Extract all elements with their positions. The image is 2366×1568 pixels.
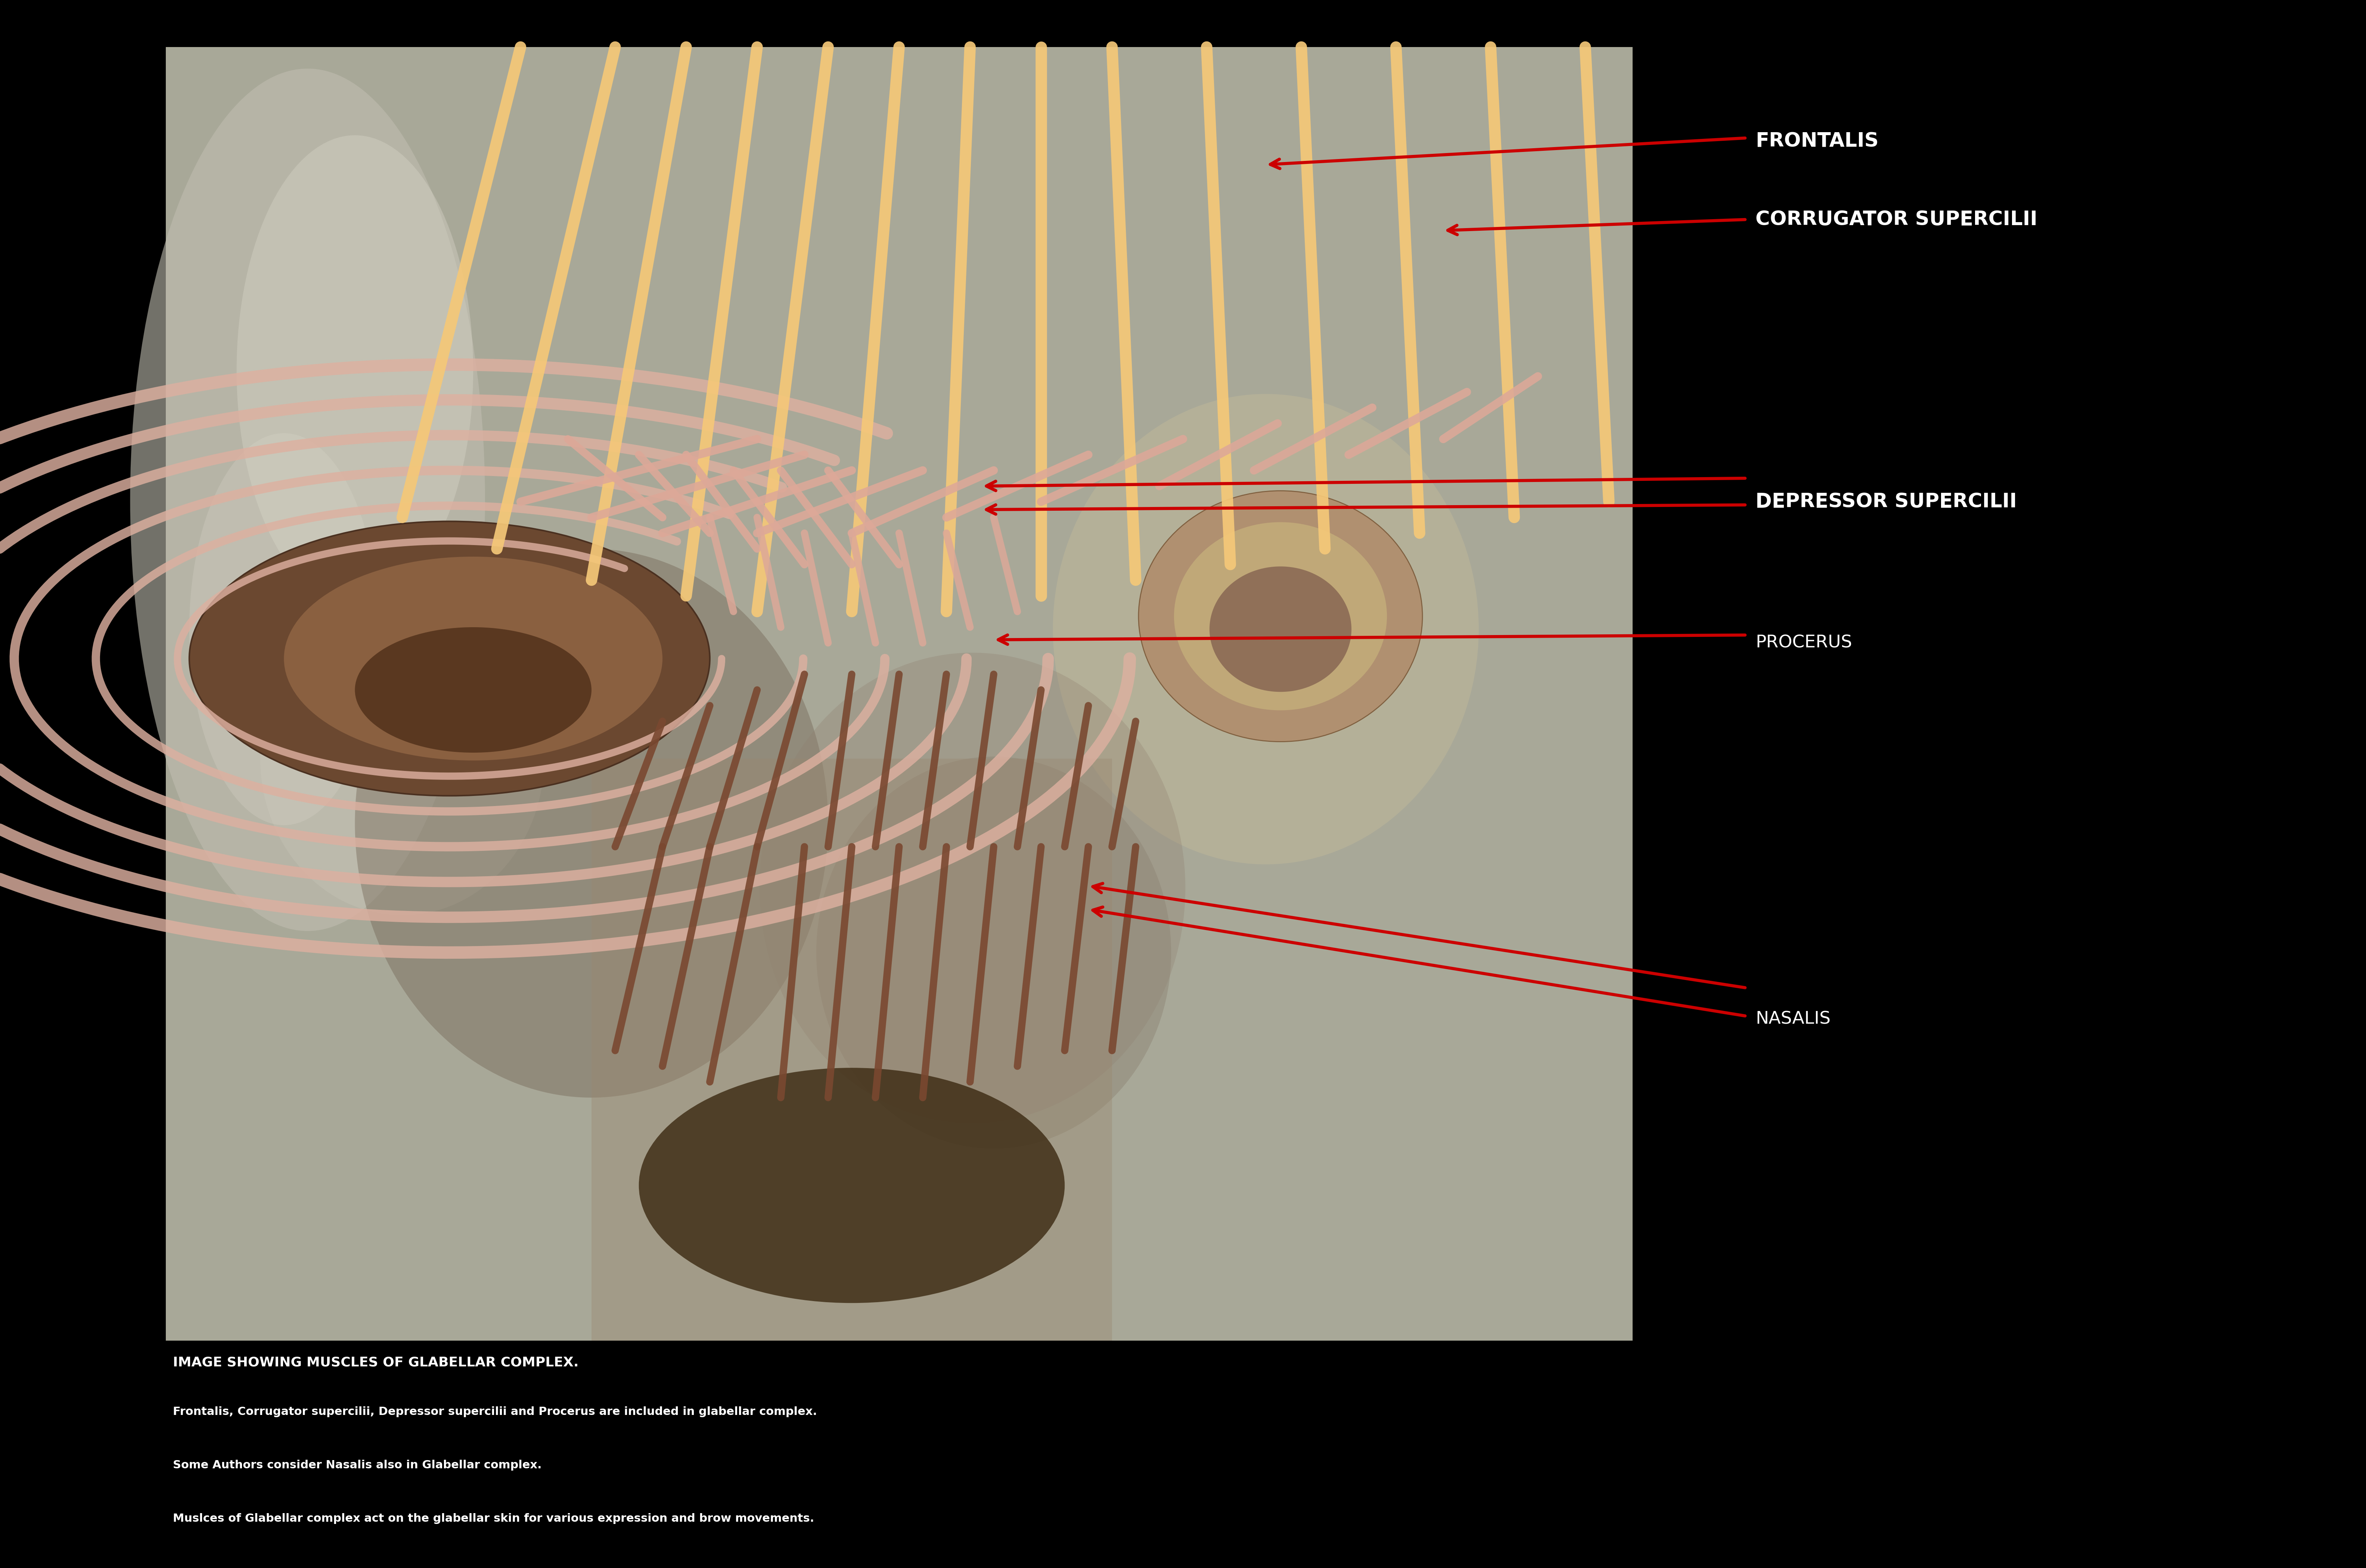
Bar — [592, 759, 1112, 1341]
Bar — [166, 47, 1633, 1341]
Text: CORRUGATOR SUPERCILII: CORRUGATOR SUPERCILII — [1756, 210, 2037, 229]
Ellipse shape — [189, 521, 710, 797]
Ellipse shape — [237, 135, 473, 605]
Ellipse shape — [260, 602, 544, 916]
Ellipse shape — [816, 757, 1171, 1148]
Ellipse shape — [189, 433, 379, 825]
Ellipse shape — [284, 557, 662, 760]
Text: PROCERUS: PROCERUS — [1756, 635, 1853, 651]
Ellipse shape — [130, 69, 485, 931]
Text: NASALIS: NASALIS — [1756, 1011, 1831, 1027]
Ellipse shape — [355, 549, 828, 1098]
Text: Some Authors consider Nasalis also in Glabellar complex.: Some Authors consider Nasalis also in Gl… — [173, 1460, 542, 1471]
Ellipse shape — [1138, 491, 1422, 742]
Text: DEPRESSOR SUPERCILII: DEPRESSOR SUPERCILII — [1756, 492, 2016, 511]
Text: Muslces of Glabellar complex act on the glabellar skin for various expression an: Muslces of Glabellar complex act on the … — [173, 1513, 814, 1524]
Text: Frontalis, Corrugator supercilii, Depressor supercilii and Procerus are included: Frontalis, Corrugator supercilii, Depres… — [173, 1406, 816, 1417]
Text: IMAGE SHOWING MUSCLES OF GLABELLAR COMPLEX.: IMAGE SHOWING MUSCLES OF GLABELLAR COMPL… — [173, 1356, 577, 1369]
Ellipse shape — [355, 627, 592, 753]
Ellipse shape — [639, 1068, 1065, 1303]
Text: FRONTALIS: FRONTALIS — [1756, 132, 1879, 151]
Ellipse shape — [1174, 522, 1386, 710]
Ellipse shape — [1209, 566, 1351, 691]
Ellipse shape — [759, 652, 1185, 1123]
Ellipse shape — [1053, 394, 1479, 864]
